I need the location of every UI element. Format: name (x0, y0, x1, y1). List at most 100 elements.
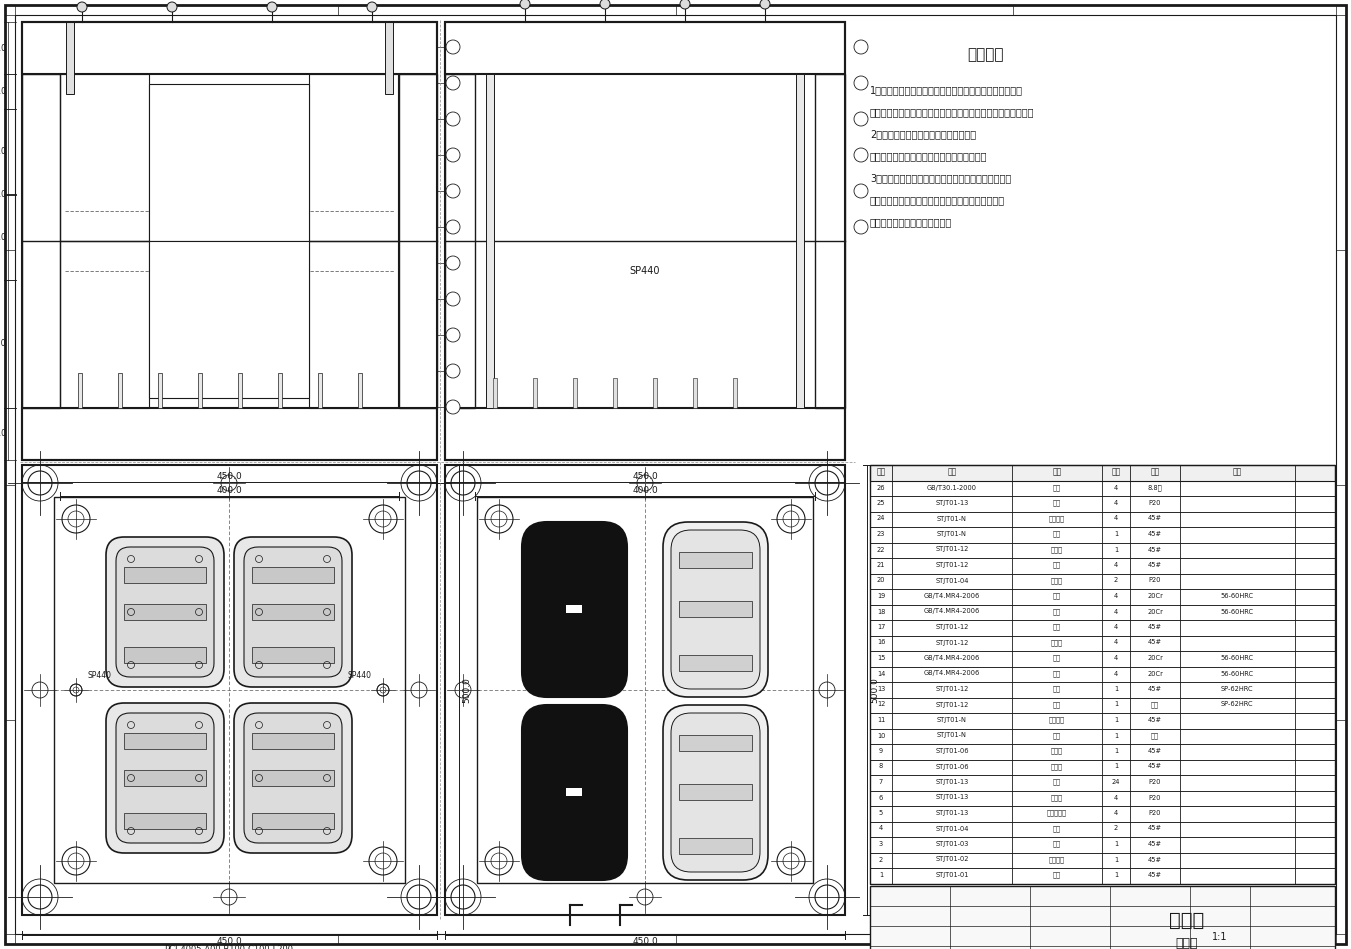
Bar (59, 241, 149, 408)
Text: GB/T30.1-2000: GB/T30.1-2000 (927, 485, 977, 491)
Text: 4: 4 (451, 294, 455, 304)
Bar (870, 480, 1335, 496)
Text: 2: 2 (451, 366, 455, 376)
Bar (149, 84, 309, 241)
Bar (870, 759, 1335, 775)
Text: 动模座板: 动模座板 (1048, 856, 1065, 863)
Bar (124, 733, 205, 749)
Circle shape (854, 76, 867, 90)
Bar (870, 682, 1335, 698)
Bar (124, 604, 205, 620)
Text: STJT01-13: STJT01-13 (935, 500, 969, 506)
Circle shape (267, 2, 277, 12)
Bar (870, 527, 1335, 543)
Bar (54, 497, 405, 883)
Bar (680, 601, 753, 617)
Bar (253, 647, 334, 663)
Text: 4: 4 (880, 826, 884, 831)
Bar (870, 744, 1335, 759)
Text: 7: 7 (451, 187, 455, 195)
Bar (870, 822, 1335, 837)
Circle shape (168, 2, 177, 12)
Bar (309, 241, 399, 408)
Text: 2．检查各个活动机构是否适当，保证没: 2．检查各个活动机构是否适当，保证没 (870, 129, 977, 139)
Text: STJT01-01: STJT01-01 (935, 872, 969, 878)
Text: 85.0: 85.0 (0, 233, 5, 242)
Text: 5: 5 (451, 258, 455, 268)
FancyBboxPatch shape (521, 522, 627, 697)
Text: 500.0: 500.0 (462, 677, 471, 703)
Circle shape (446, 400, 459, 414)
Text: 1: 1 (1115, 857, 1119, 863)
Text: STJT01-04: STJT01-04 (935, 826, 969, 831)
Bar (199, 373, 203, 408)
Bar (309, 74, 399, 241)
Bar (870, 852, 1335, 868)
Text: 材料: 材料 (1150, 468, 1159, 476)
Bar (680, 838, 753, 854)
Text: 56-60HRC: 56-60HRC (1220, 593, 1254, 599)
FancyBboxPatch shape (245, 713, 342, 843)
Bar (870, 589, 1335, 605)
Bar (870, 620, 1335, 636)
Text: STJT01-N: STJT01-N (938, 531, 967, 537)
Text: 垫块: 垫块 (1052, 841, 1061, 847)
Text: 45#: 45# (1148, 640, 1162, 645)
Text: 24: 24 (857, 115, 866, 123)
Text: 400.0: 400.0 (632, 486, 658, 494)
Text: 450.0: 450.0 (216, 938, 242, 946)
Text: 6: 6 (880, 794, 884, 801)
Text: 型腔: 型腔 (1052, 530, 1061, 537)
Bar (317, 373, 322, 408)
Text: 3: 3 (880, 841, 884, 847)
Text: 45#: 45# (1148, 624, 1162, 630)
Text: 20Cr: 20Cr (1147, 593, 1163, 599)
Bar (158, 373, 162, 408)
Text: GB/T4.MR4-2006: GB/T4.MR4-2006 (924, 608, 979, 615)
Bar (734, 378, 738, 408)
Text: 1: 1 (1115, 764, 1119, 770)
FancyBboxPatch shape (245, 547, 342, 677)
Bar (124, 567, 205, 583)
Text: 4: 4 (1113, 640, 1119, 645)
Bar (476, 221, 815, 241)
Text: STJT01-12: STJT01-12 (935, 686, 969, 692)
Text: 45#: 45# (1148, 872, 1162, 878)
Text: 4: 4 (1113, 671, 1119, 677)
Text: 4: 4 (1113, 562, 1119, 568)
Text: 10: 10 (877, 733, 885, 738)
Text: 2: 2 (1113, 578, 1119, 584)
Text: 23: 23 (877, 531, 885, 537)
Text: 4: 4 (1113, 485, 1119, 491)
Bar (124, 813, 205, 829)
Text: 12: 12 (877, 701, 885, 708)
Bar (444, 22, 844, 460)
Bar (613, 378, 617, 408)
Text: 20Cr: 20Cr (1147, 655, 1163, 661)
Text: 推杆固定板: 推杆固定板 (1047, 809, 1067, 816)
Text: P20: P20 (1148, 779, 1162, 785)
Bar (870, 713, 1335, 729)
Bar (253, 604, 334, 620)
Bar (477, 497, 813, 883)
FancyBboxPatch shape (234, 703, 353, 853)
Text: GB/T4.MR4-2006: GB/T4.MR4-2006 (924, 655, 979, 661)
Bar (118, 373, 122, 408)
Text: 23: 23 (857, 151, 866, 159)
Text: 1: 1 (451, 402, 455, 412)
FancyBboxPatch shape (671, 713, 761, 872)
Text: 45#: 45# (1148, 686, 1162, 692)
Bar (870, 651, 1335, 666)
Circle shape (680, 0, 690, 9)
Text: STJT01-12: STJT01-12 (935, 624, 969, 630)
Bar (444, 74, 476, 408)
Bar (566, 605, 582, 613)
Text: STJT01-13: STJT01-13 (935, 794, 969, 801)
Text: 3．装配后进行试模验收，脱模机构不得有干涉现象，: 3．装配后进行试模验收，脱模机构不得有干涉现象， (870, 173, 1012, 183)
Bar (149, 241, 309, 398)
Text: 塑件质量要达到设计要求，表面光洁度要好并且不能: 塑件质量要达到设计要求，表面光洁度要好并且不能 (870, 195, 1005, 205)
Text: 21: 21 (877, 562, 885, 568)
Bar (566, 788, 582, 796)
Text: 4: 4 (1113, 608, 1119, 615)
Text: 7: 7 (880, 779, 884, 785)
